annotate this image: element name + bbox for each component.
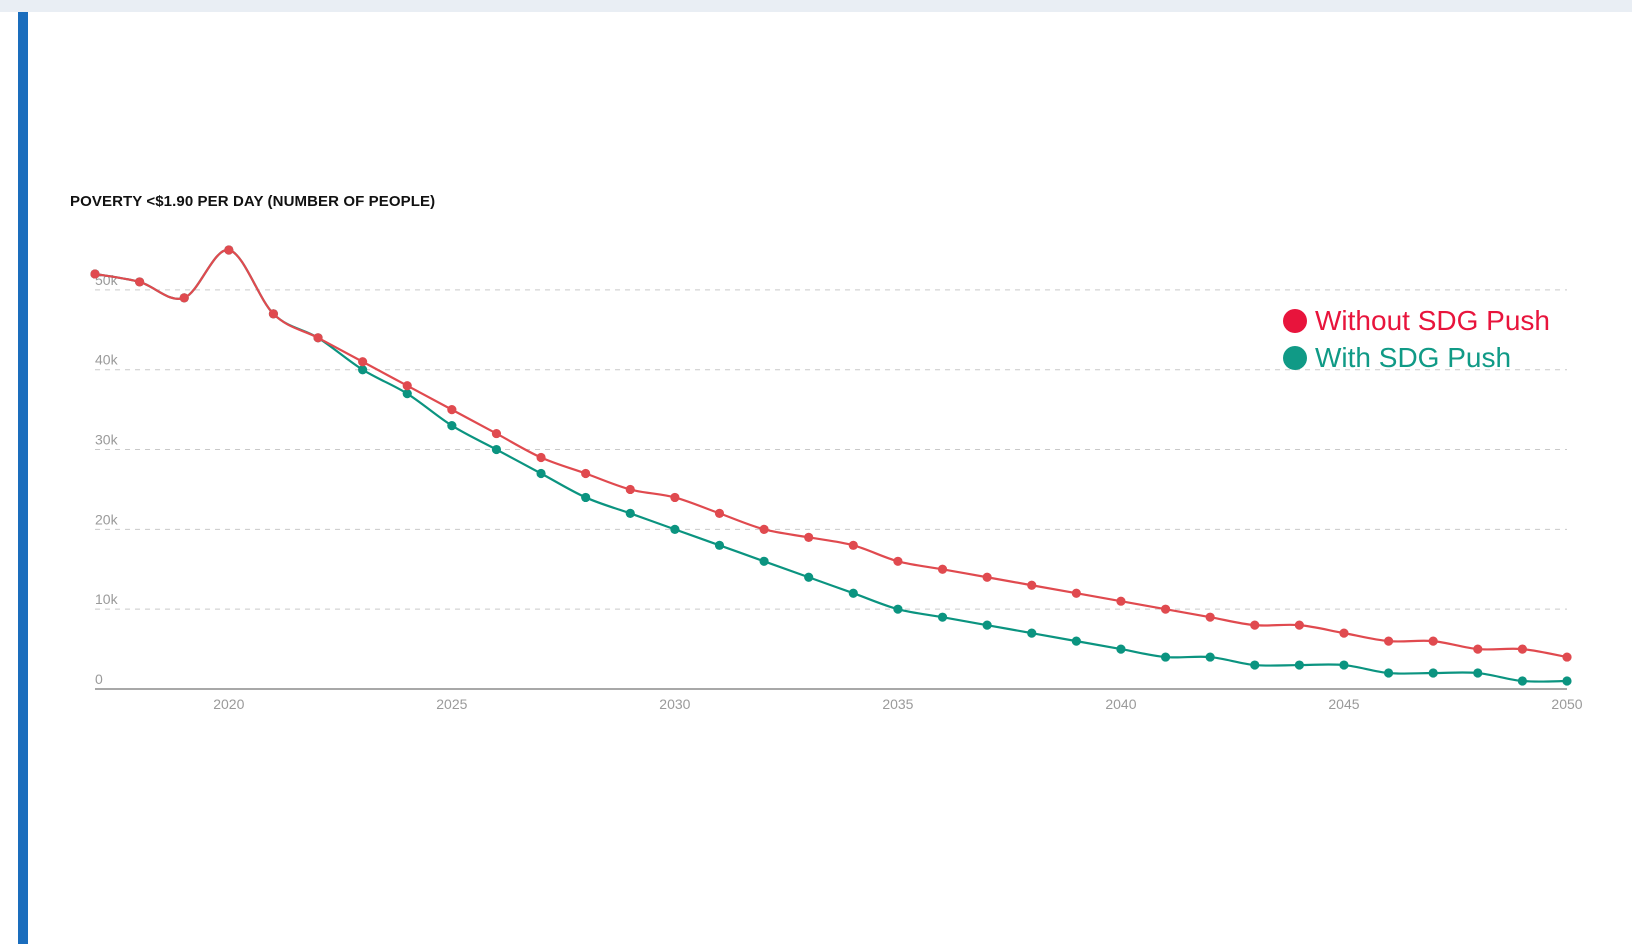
y-tick-label: 20k	[95, 511, 119, 527]
accent-bar	[18, 12, 28, 944]
legend-item-with-sdg-push[interactable]: With SDG Push	[1283, 339, 1550, 376]
y-tick-label: 10k	[95, 591, 119, 607]
data-point-without-sdg-push	[1116, 596, 1126, 606]
legend-item-without-sdg-push[interactable]: Without SDG Push	[1283, 302, 1550, 339]
data-point-with-sdg-push	[714, 540, 725, 550]
data-point-with-sdg-push	[1339, 660, 1349, 670]
series	[90, 245, 1572, 686]
series-line-without-sdg-push	[94, 248, 1568, 659]
data-point-with-sdg-push	[447, 421, 457, 431]
data-point-with-sdg-push	[1517, 676, 1527, 686]
data-point-without-sdg-push	[1294, 620, 1304, 630]
x-tick-label: 2040	[1105, 696, 1136, 712]
data-point-without-sdg-push	[1562, 652, 1572, 662]
data-point-with-sdg-push	[804, 572, 814, 582]
data-point-with-sdg-push	[1027, 628, 1037, 638]
y-tick-label: 30k	[95, 432, 119, 448]
data-point-without-sdg-push	[1205, 612, 1215, 622]
y-tick-label: 40k	[95, 352, 119, 368]
data-point-with-sdg-push	[581, 492, 591, 503]
data-point-with-sdg-push	[759, 556, 769, 566]
x-tick-label: 2025	[436, 696, 467, 712]
data-point-without-sdg-push	[1428, 636, 1438, 646]
data-point-with-sdg-push	[358, 365, 368, 375]
data-point-with-sdg-push	[536, 468, 546, 479]
x-tick-label: 2030	[659, 696, 690, 712]
data-point-with-sdg-push	[1205, 652, 1215, 662]
data-point-with-sdg-push	[848, 588, 858, 598]
y-tick-label: 0	[95, 671, 103, 687]
x-tick-label: 2045	[1328, 696, 1359, 712]
legend-label: Without SDG Push	[1315, 304, 1550, 336]
data-point-without-sdg-push	[893, 556, 903, 566]
data-point-without-sdg-push	[1250, 620, 1260, 630]
data-point-without-sdg-push	[670, 492, 680, 503]
data-point-with-sdg-push	[1562, 676, 1572, 686]
data-point-without-sdg-push	[447, 405, 457, 415]
data-point-without-sdg-push	[804, 532, 814, 542]
chart-panel	[0, 12, 1632, 944]
data-point-without-sdg-push	[714, 508, 725, 518]
data-point-without-sdg-push	[1160, 604, 1171, 614]
data-point-without-sdg-push	[982, 572, 992, 582]
data-point-without-sdg-push	[581, 468, 591, 479]
data-point-without-sdg-push	[1383, 636, 1394, 646]
data-point-with-sdg-push	[893, 604, 903, 614]
data-point-without-sdg-push	[1071, 588, 1081, 598]
data-point-without-sdg-push	[491, 428, 502, 439]
data-point-without-sdg-push	[224, 245, 234, 255]
x-tick-label: 2020	[213, 696, 244, 712]
data-point-with-sdg-push	[1294, 660, 1304, 670]
data-point-with-sdg-push	[670, 524, 680, 534]
data-point-with-sdg-push	[1473, 668, 1483, 678]
data-point-with-sdg-push	[625, 508, 635, 518]
data-point-with-sdg-push	[1383, 668, 1394, 678]
data-point-with-sdg-push	[491, 444, 502, 455]
data-point-with-sdg-push	[1428, 668, 1438, 678]
data-point-without-sdg-push	[1339, 628, 1349, 638]
data-point-with-sdg-push	[1250, 660, 1260, 670]
data-point-with-sdg-push	[982, 620, 992, 630]
data-point-without-sdg-push	[625, 484, 635, 495]
data-point-with-sdg-push	[1071, 636, 1081, 646]
data-point-without-sdg-push	[179, 293, 189, 303]
data-point-with-sdg-push	[937, 612, 948, 622]
data-point-without-sdg-push	[536, 452, 546, 463]
x-tick-label: 2035	[882, 696, 913, 712]
data-point-without-sdg-push	[135, 277, 145, 287]
legend-dot-icon	[1283, 308, 1307, 333]
data-point-without-sdg-push	[402, 381, 412, 391]
data-point-without-sdg-push	[1027, 580, 1037, 590]
chart-title: POVERTY <$1.90 PER DAY (NUMBER OF PEOPLE…	[70, 193, 436, 210]
data-point-without-sdg-push	[1473, 644, 1483, 654]
data-point-with-sdg-push	[1116, 644, 1126, 654]
data-point-without-sdg-push	[848, 540, 858, 550]
data-point-with-sdg-push	[1160, 652, 1171, 662]
data-point-without-sdg-push	[937, 564, 948, 574]
legend-dot-icon	[1283, 345, 1307, 370]
data-point-without-sdg-push	[268, 309, 279, 319]
data-point-without-sdg-push	[1517, 644, 1527, 654]
data-point-without-sdg-push	[313, 333, 323, 343]
x-tick-label: 2050	[1551, 696, 1582, 712]
data-point-without-sdg-push	[90, 269, 100, 279]
data-point-without-sdg-push	[358, 357, 368, 367]
data-point-without-sdg-push	[759, 524, 769, 534]
legend: Without SDG Push With SDG Push	[1283, 302, 1550, 376]
data-point-with-sdg-push	[402, 389, 412, 399]
legend-label: With SDG Push	[1315, 341, 1512, 373]
